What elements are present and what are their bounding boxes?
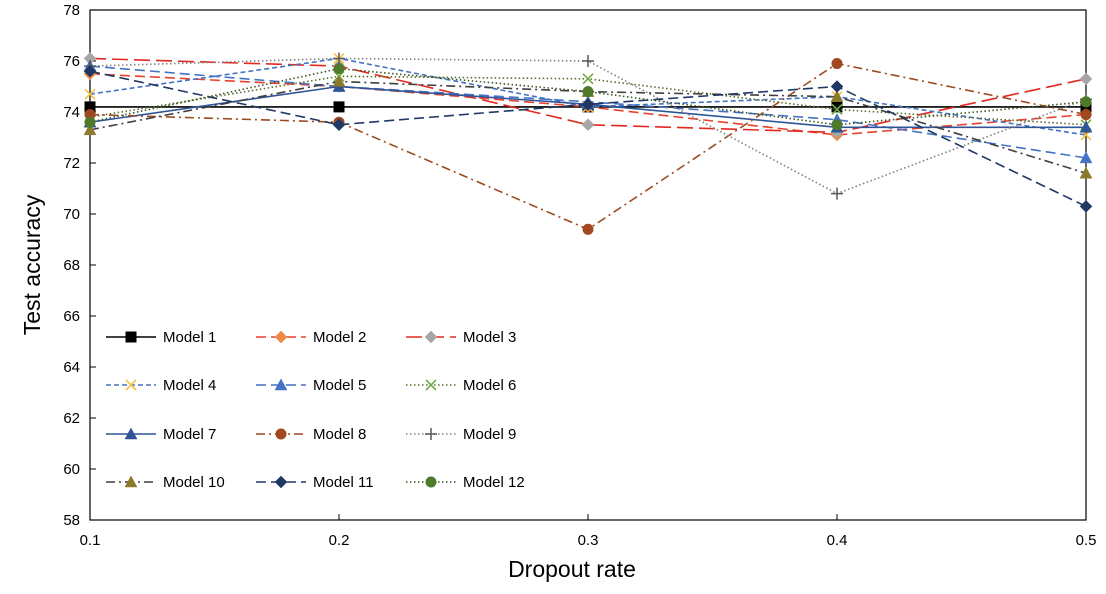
legend-label: Model 9 bbox=[463, 426, 516, 443]
legend-marker bbox=[125, 379, 137, 391]
legend-item: Model 5 bbox=[256, 377, 366, 394]
y-tick-label: 78 bbox=[63, 2, 80, 19]
legend-label: Model 5 bbox=[313, 377, 366, 394]
data-point bbox=[581, 97, 595, 111]
series-layer bbox=[83, 52, 1093, 235]
data-point bbox=[84, 88, 96, 100]
legend-item: Model 9 bbox=[406, 426, 516, 443]
y-tick-label: 62 bbox=[63, 410, 80, 427]
series-12 bbox=[84, 63, 1092, 131]
data-point bbox=[582, 55, 594, 67]
y-tick-label: 70 bbox=[63, 206, 80, 223]
y-tick-label: 58 bbox=[63, 512, 80, 529]
data-point bbox=[333, 63, 345, 75]
data-point bbox=[1079, 199, 1093, 213]
legend-marker bbox=[124, 475, 138, 488]
y-tick-label: 66 bbox=[63, 308, 80, 325]
data-point bbox=[333, 52, 345, 65]
legend-item: Model 8 bbox=[256, 426, 366, 443]
data-point bbox=[83, 64, 97, 78]
x-tick-label: 0.1 bbox=[80, 532, 101, 549]
data-point bbox=[582, 73, 594, 85]
legend-item: Model 7 bbox=[106, 426, 216, 443]
data-point bbox=[1079, 120, 1093, 133]
legend-marker bbox=[425, 428, 437, 440]
data-point bbox=[1079, 151, 1093, 164]
legend-marker bbox=[425, 379, 437, 391]
legend-label: Model 6 bbox=[463, 377, 516, 394]
legend-marker bbox=[274, 330, 288, 344]
legend-item: Model 1 bbox=[106, 329, 216, 346]
legend-item: Model 6 bbox=[406, 377, 516, 394]
legend-marker bbox=[125, 331, 137, 343]
x-axis-title: Dropout rate bbox=[508, 556, 636, 582]
y-axis-title: Test accuracy bbox=[19, 194, 45, 335]
data-point bbox=[1080, 109, 1092, 121]
legend-marker bbox=[424, 330, 438, 344]
data-point bbox=[831, 187, 843, 200]
data-point bbox=[332, 74, 346, 87]
legend-label: Model 3 bbox=[463, 329, 516, 346]
data-point bbox=[1079, 72, 1093, 86]
y-tick-label: 74 bbox=[63, 104, 80, 121]
legend-marker bbox=[425, 476, 437, 488]
data-point bbox=[582, 86, 594, 98]
data-point bbox=[1080, 96, 1092, 108]
x-tick-label: 0.3 bbox=[578, 532, 599, 549]
legend-label: Model 7 bbox=[163, 426, 216, 443]
legend-marker bbox=[124, 427, 138, 440]
series-line bbox=[89, 57, 1087, 134]
legend-label: Model 10 bbox=[163, 474, 225, 491]
legend: Model 1 Model 2 Model 3 Model 4 Model 5 Model… bbox=[106, 329, 525, 491]
data-point bbox=[831, 58, 843, 70]
data-point bbox=[581, 118, 595, 132]
x-tick-label: 0.2 bbox=[329, 532, 350, 549]
legend-marker bbox=[274, 378, 288, 391]
data-point bbox=[332, 118, 346, 132]
legend-item: Model 10 bbox=[106, 474, 225, 491]
data-point bbox=[582, 223, 594, 235]
data-point bbox=[831, 103, 843, 116]
data-point bbox=[84, 116, 96, 128]
legend-item: Model 12 bbox=[406, 474, 525, 491]
data-point bbox=[830, 90, 844, 102]
data-point bbox=[1079, 166, 1093, 179]
x-tick-label: 0.5 bbox=[1076, 532, 1097, 549]
data-point bbox=[831, 119, 843, 131]
legend-label: Model 1 bbox=[163, 329, 216, 346]
series-line bbox=[89, 57, 1087, 195]
y-tick-label: 68 bbox=[63, 257, 80, 274]
x-tick-label: 0.4 bbox=[827, 532, 848, 549]
x-axis-ticks: 0.1 0.2 0.3 0.4 0.5 bbox=[80, 514, 1097, 549]
legend-label: Model 8 bbox=[313, 426, 366, 443]
series-11 bbox=[83, 64, 1093, 213]
legend-marker bbox=[274, 475, 288, 489]
legend-label: Model 11 bbox=[313, 474, 374, 491]
data-point bbox=[83, 123, 97, 136]
data-point bbox=[333, 101, 345, 113]
legend-item: Model 3 bbox=[406, 329, 516, 346]
data-point bbox=[830, 80, 844, 93]
legend-label: Model 2 bbox=[313, 329, 366, 346]
legend-marker bbox=[275, 428, 287, 440]
legend-label: Model 12 bbox=[463, 474, 525, 491]
y-tick-label: 72 bbox=[63, 155, 80, 172]
legend-item: Model 11 bbox=[256, 474, 374, 491]
y-tick-label: 60 bbox=[63, 461, 80, 478]
legend-item: Model 2 bbox=[256, 329, 366, 346]
y-tick-label: 64 bbox=[63, 359, 80, 376]
y-tick-label: 76 bbox=[63, 53, 80, 70]
legend-item: Model 4 bbox=[106, 377, 216, 394]
legend-label: Model 4 bbox=[163, 377, 216, 394]
